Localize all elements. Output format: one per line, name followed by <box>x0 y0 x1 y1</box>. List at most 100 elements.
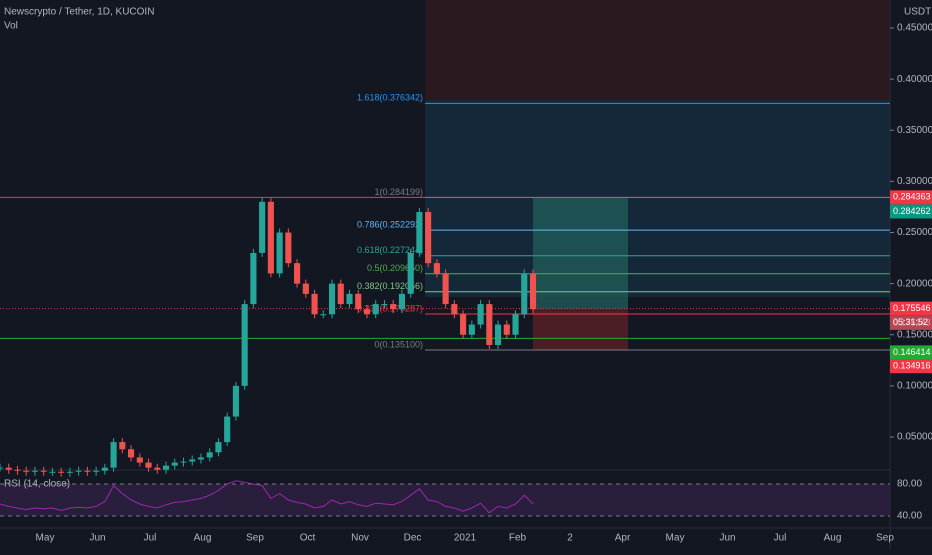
candle <box>294 263 301 284</box>
rsi-line <box>0 480 534 514</box>
candle <box>232 385 239 417</box>
time-label: Jul <box>774 533 787 544</box>
fib-label: 0.5(0.209650) <box>367 263 423 273</box>
shade-fib <box>425 100 890 297</box>
candle <box>162 465 170 470</box>
candle <box>503 324 510 335</box>
long-profit <box>533 197 628 309</box>
price-tag <box>890 345 932 360</box>
candle <box>425 212 432 264</box>
rsi-band <box>0 484 890 516</box>
time-label: May <box>36 533 55 544</box>
candle <box>93 470 100 472</box>
candle <box>416 212 423 253</box>
time-label: Feb <box>509 533 527 544</box>
fib-label: 0.236(0.170287) <box>357 303 423 313</box>
currency: USDT <box>904 7 931 18</box>
candle <box>66 471 73 473</box>
candle <box>512 314 519 335</box>
candle <box>180 461 187 463</box>
candle <box>320 314 327 316</box>
candle <box>136 457 143 463</box>
shade-top <box>425 0 890 100</box>
time-label: May <box>666 533 685 544</box>
rsi-label: 80.00 <box>897 479 922 490</box>
time-label: Sep <box>876 533 894 544</box>
fib-label: 1.618(0.376342) <box>357 93 423 103</box>
candle <box>128 449 135 458</box>
candle <box>23 470 30 472</box>
title: Newscrypto / Tether, 1D, KUCOIN <box>4 7 154 18</box>
candle <box>75 470 82 472</box>
countdown: 05:31:52 <box>893 317 928 327</box>
candle <box>171 462 178 466</box>
vol-label: Vol <box>4 21 18 32</box>
candle <box>477 304 484 325</box>
price-tag-label: 0.284363 <box>893 192 931 202</box>
time-label: Dec <box>404 533 422 544</box>
candle <box>145 462 152 468</box>
candle <box>311 293 318 315</box>
candle <box>0 467 4 469</box>
candle <box>5 467 12 470</box>
candle <box>224 416 231 443</box>
candle <box>521 273 528 315</box>
rsi-label: 40.00 <box>897 511 922 522</box>
candle <box>241 304 248 386</box>
time-label: Aug <box>194 533 212 544</box>
candle <box>460 314 467 335</box>
time-label: Jun <box>719 533 735 544</box>
time-label: Aug <box>824 533 842 544</box>
candle <box>259 201 266 253</box>
candle <box>442 273 449 305</box>
price-label: 0.450000 <box>897 23 932 34</box>
candle <box>250 252 257 305</box>
candle <box>276 232 283 274</box>
time-label: Nov <box>351 533 369 544</box>
candle <box>468 324 475 335</box>
countdown-bg <box>890 315 932 330</box>
candle <box>346 293 353 305</box>
candle <box>110 442 117 468</box>
candle <box>154 467 161 470</box>
price-tag-label: 0.175546 <box>893 303 931 313</box>
candle <box>58 471 65 473</box>
candle <box>398 293 405 310</box>
rsi-title: RSI (14, close) <box>4 479 70 490</box>
candle <box>267 201 274 274</box>
time-label: Apr <box>615 533 631 544</box>
time-label: 2 <box>567 533 573 544</box>
candle <box>189 459 196 462</box>
time-label: Jun <box>89 533 105 544</box>
fib-label: 0(0.135100) <box>374 339 423 349</box>
candle <box>49 471 56 473</box>
candle <box>285 232 292 264</box>
candle <box>215 442 222 453</box>
candle <box>486 304 493 345</box>
fib-label: 0.786(0.252292) <box>357 220 423 230</box>
time-label: 2021 <box>454 533 477 544</box>
candle <box>494 324 502 345</box>
candle <box>328 283 336 315</box>
candle <box>381 304 388 306</box>
time-label: Sep <box>246 533 264 544</box>
fib-label: 1(0.284199) <box>374 187 423 197</box>
fib-label: 0.382(0.192056) <box>357 281 423 291</box>
candle <box>363 309 371 315</box>
candle <box>372 304 379 315</box>
candle <box>119 442 126 450</box>
time-label: Oct <box>300 533 316 544</box>
candle <box>31 470 39 472</box>
candle <box>407 252 414 294</box>
price-tag <box>890 190 932 205</box>
candle <box>451 304 458 315</box>
price-tag <box>890 301 932 316</box>
candle <box>433 263 440 274</box>
